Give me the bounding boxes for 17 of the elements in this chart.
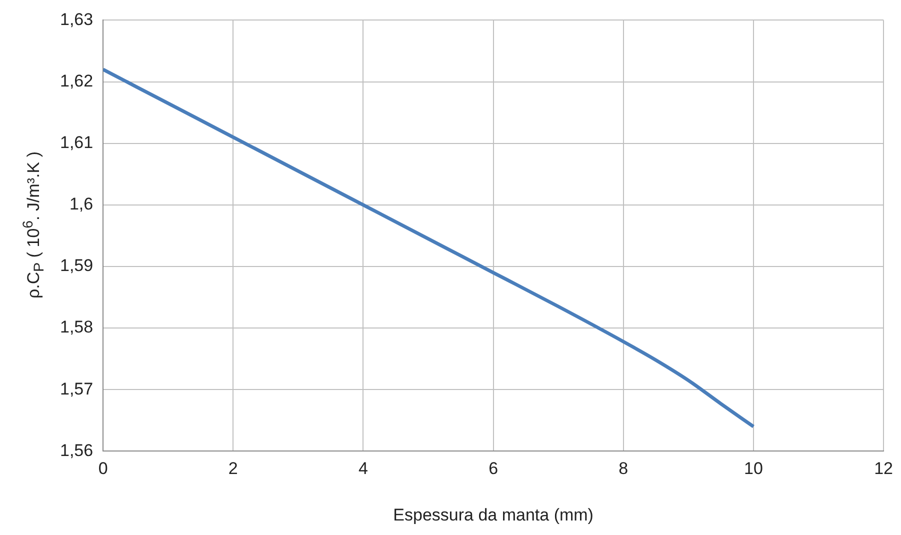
y-tick-label: 1,59 (60, 256, 94, 276)
x-tick-label: 4 (358, 459, 368, 478)
x-tick-label: 0 (98, 459, 108, 478)
y-tick-label: 1,63 (60, 10, 94, 29)
x-tick-label: 12 (874, 459, 894, 478)
y-tick-label: 1,62 (60, 71, 94, 90)
x-tick-label: 2 (228, 459, 238, 478)
y-tick-label: 1,57 (60, 379, 94, 398)
y-tick-label: 1,58 (60, 318, 94, 337)
x-tick-label: 8 (618, 459, 628, 478)
x-tick-label: 6 (488, 459, 498, 478)
y-tick-label: 1,61 (60, 133, 94, 152)
y-tick-label: 1,56 (60, 440, 94, 460)
y-tick-label: 1,6 (69, 194, 94, 214)
line-series (103, 68, 756, 428)
x-axis-title: Espessura da manta (mm) (393, 505, 594, 524)
x-tick-label: 10 (744, 459, 763, 478)
